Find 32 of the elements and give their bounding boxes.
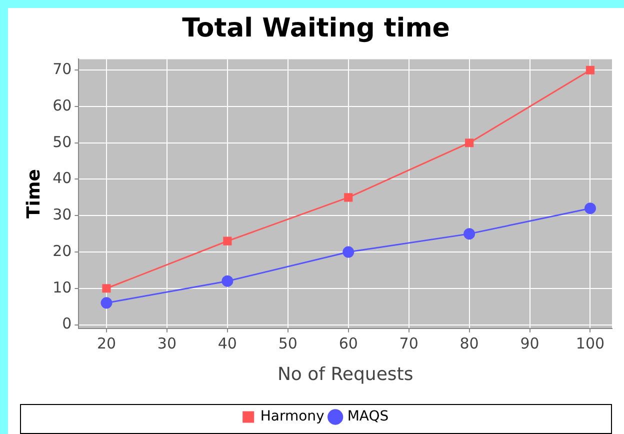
- y-tick-label: 50: [52, 132, 72, 151]
- x-tick-label: 70: [399, 334, 418, 352]
- point: [102, 284, 111, 293]
- point: [222, 275, 234, 287]
- x-tick-label: 90: [520, 334, 540, 352]
- y-tick-label: 10: [52, 278, 72, 296]
- chart-title: Total Waiting time: [182, 13, 450, 44]
- y-tick-label: 60: [52, 96, 72, 114]
- point: [344, 193, 353, 202]
- point: [465, 138, 474, 148]
- x-axis-title: No of Requests: [277, 364, 414, 385]
- y-axis-title: Time: [23, 169, 44, 219]
- y-tick-label: 0: [62, 314, 72, 333]
- x-tick-label: 20: [96, 334, 116, 352]
- legend-label: Harmony: [260, 408, 324, 425]
- x-tick-label: 30: [157, 334, 177, 352]
- point: [584, 202, 596, 214]
- y-tick-label: 40: [52, 169, 72, 188]
- y-tick-label: 70: [52, 60, 72, 78]
- y-tick-label: 30: [52, 206, 72, 224]
- x-tick-label: 100: [576, 334, 605, 352]
- point: [342, 246, 354, 258]
- x-tick-label: 80: [460, 334, 479, 352]
- point: [586, 66, 595, 74]
- x-tick-label: 40: [218, 334, 237, 352]
- legend-label: MAQS: [347, 408, 389, 425]
- y-tick-label: 20: [52, 242, 72, 260]
- x-tick-label: 50: [278, 334, 298, 352]
- x-tick-label: 60: [338, 334, 358, 352]
- point: [464, 228, 476, 240]
- point: [223, 236, 232, 246]
- point: [100, 297, 112, 309]
